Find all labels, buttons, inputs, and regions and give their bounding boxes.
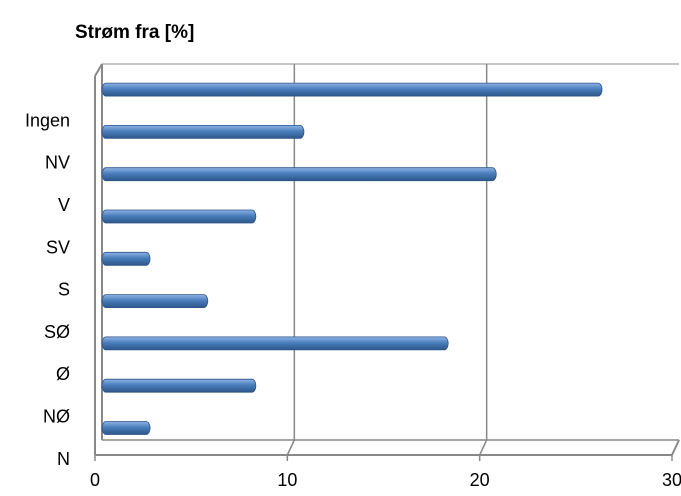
y-tick-label: N <box>57 449 70 469</box>
bar <box>101 378 257 393</box>
y-tick-label: V <box>58 195 70 215</box>
bar <box>101 251 151 266</box>
bar <box>101 82 603 97</box>
x-tick-label: 20 <box>470 470 490 490</box>
y-tick-label: SV <box>46 237 70 257</box>
y-tick-label: S <box>58 280 70 300</box>
side-wall-top <box>94 63 103 77</box>
floor-right <box>671 439 680 456</box>
x-tick-label: 10 <box>277 470 297 490</box>
grid-floor <box>286 439 296 456</box>
y-tick-label: NØ <box>43 406 70 426</box>
y-tick-label: SØ <box>44 322 70 342</box>
chart-title: Strøm fra [%] <box>75 22 194 43</box>
y-tick-label: Ingen <box>25 110 70 130</box>
bar <box>101 209 257 224</box>
x-tick-label: 30 <box>662 470 681 490</box>
y-tick-label: NV <box>45 153 70 173</box>
bar <box>101 294 209 309</box>
bar <box>101 421 151 435</box>
grid-floor <box>478 439 488 456</box>
bar <box>101 336 449 351</box>
bar <box>101 167 497 182</box>
bar <box>101 125 305 139</box>
y-tick-label: Ø <box>56 364 70 384</box>
x-tick-label: 0 <box>90 470 100 490</box>
plot-area <box>94 63 680 456</box>
